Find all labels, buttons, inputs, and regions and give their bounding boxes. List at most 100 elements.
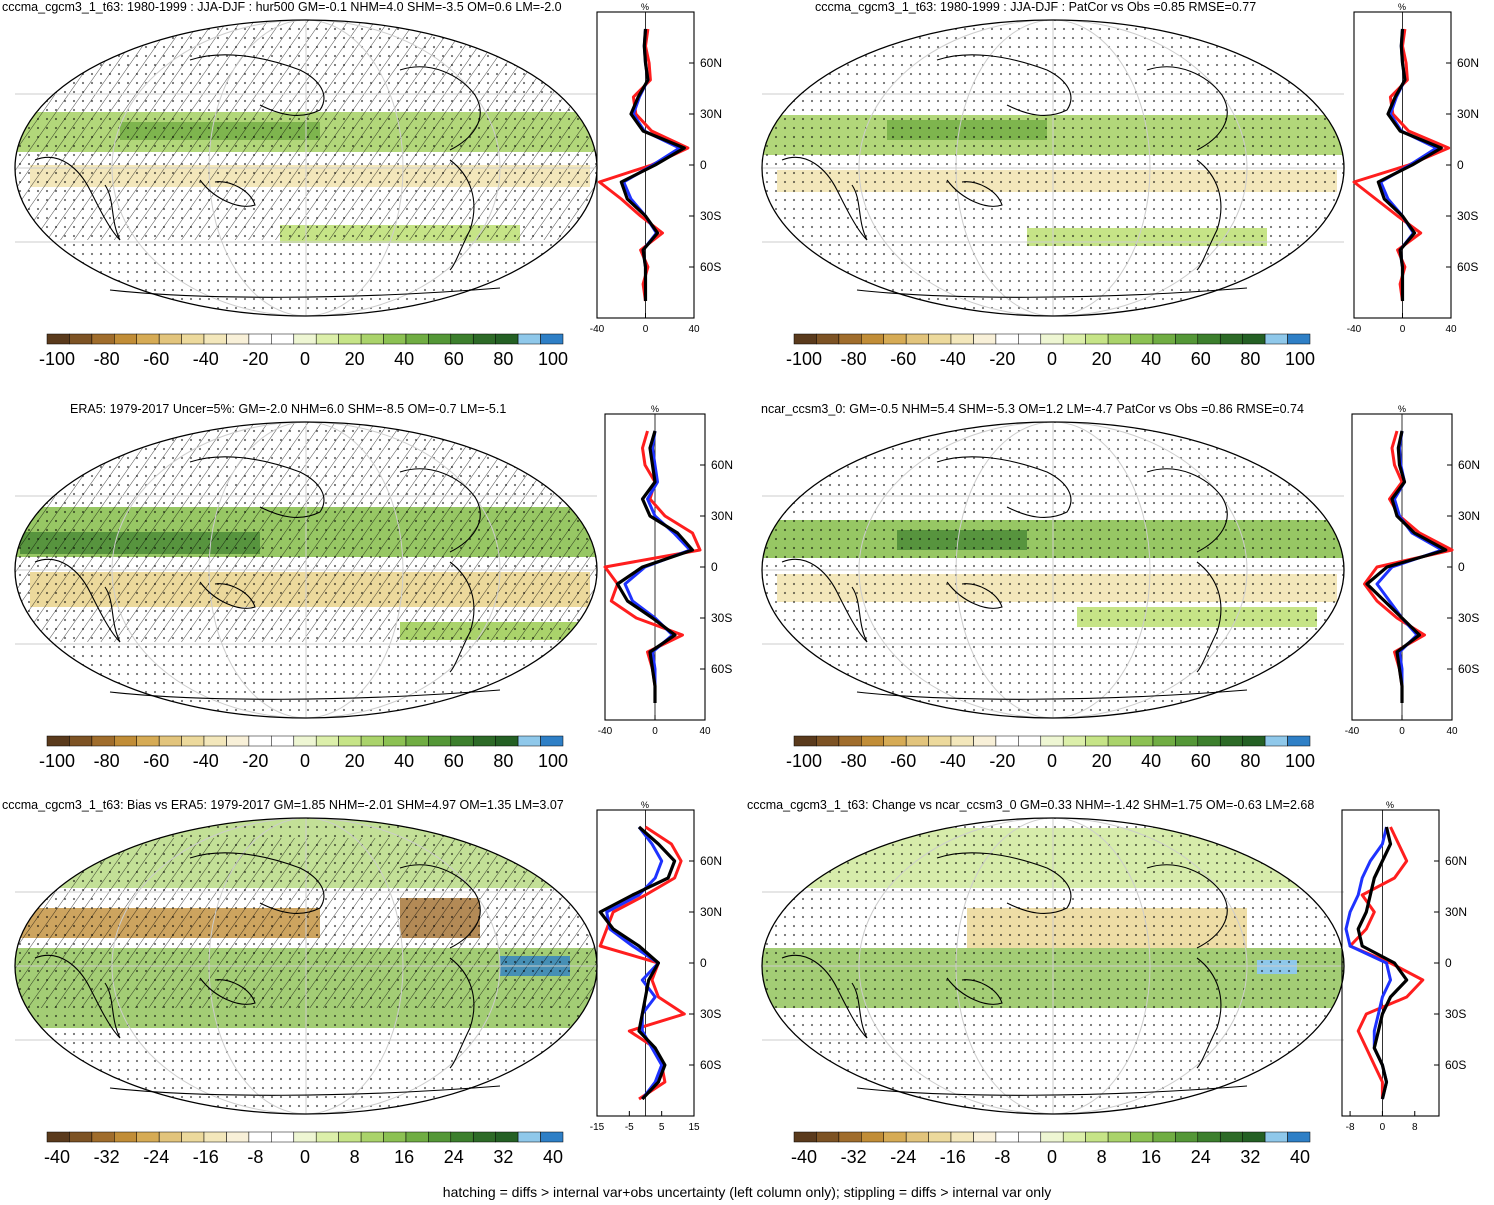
colorbar-box	[158, 735, 182, 747]
colorbar-tick-label: -20	[242, 751, 268, 771]
zonal-lat-label: 0	[1457, 158, 1464, 172]
colorbar-box	[1152, 333, 1176, 345]
panel-graphics: -100 -80 -60 -40 -20 0 20 40 60 80 100 % 60N 30N 0 30…	[761, 404, 1480, 771]
colorbar-tick-label: 80	[1240, 349, 1260, 369]
map-panel-4: ncar_ccsm3_0: GM=-0.5 NHM=5.4 SHM=-5.3 O…	[747, 402, 1494, 804]
colorbar-tick-label: -40	[44, 1147, 70, 1167]
colorbar-tick-label: -24	[890, 1147, 916, 1167]
panel-graphics: -100 -80 -60 -40 -20 0 20 40 60 80 100 % 60N 30N 0 30…	[761, 2, 1479, 369]
colorbar-tick-label: -40	[940, 349, 966, 369]
colorbar-box	[46, 333, 70, 345]
panel-title: cccma_cgcm3_1_t63: 1980-1999 : JJA-DJF :…	[2, 0, 562, 14]
colorbar-tick-label: 8	[350, 1147, 360, 1167]
zonal-unit-label: %	[651, 404, 659, 414]
panel-graphics: -40 -32 -24 -16 -8 0 8 16 24 32 40 % 60N 30N 0 30S 60S…	[14, 800, 722, 1167]
colorbar-tick-label: 16	[1141, 1147, 1161, 1167]
colorbar-box	[1197, 735, 1221, 747]
zonal-line-model	[1376, 28, 1443, 301]
zonal-lat-label: 30S	[1457, 209, 1478, 223]
colorbar-tick-label: -40	[193, 751, 219, 771]
colorbar-box	[861, 735, 884, 747]
zonal-lat-label: 30N	[711, 509, 733, 523]
map-panel-6: cccma_cgcm3_1_t63: Change vs ncar_ccsm3_…	[747, 798, 1494, 1200]
zonal-lat-label: 60S	[1457, 260, 1478, 274]
colorbar-box	[838, 333, 862, 345]
colorbar-tick-label: 16	[394, 1147, 414, 1167]
zonal-lat-label: 60S	[700, 260, 721, 274]
zonal-lat-label: 30N	[700, 905, 722, 919]
colorbar-box	[114, 735, 137, 747]
colorbar-box	[517, 1131, 541, 1143]
coastlines	[781, 54, 1248, 298]
colorbar-box	[1242, 1131, 1266, 1143]
zonal-line-obs	[603, 430, 702, 703]
zonal-lat-label: 30N	[700, 107, 722, 121]
zonal-x-tick-label: 0	[1380, 1122, 1386, 1133]
colorbar-boxes	[46, 333, 564, 345]
colorbar-tick-label: 60	[1191, 349, 1211, 369]
zonal-x-ticks: -40 0 40	[598, 715, 711, 737]
colorbar-box	[181, 735, 205, 747]
zonal-line-alt	[1344, 826, 1392, 1100]
zonal-mean-lines	[597, 12, 690, 318]
colorbar-box	[928, 735, 952, 747]
zonal-x-tick-label: 40	[1446, 726, 1458, 737]
colorbar-box	[1287, 1131, 1311, 1143]
zonal-x-tick-label: 8	[1412, 1122, 1418, 1133]
zonal-x-tick-label: 5	[659, 1122, 665, 1133]
zonal-x-tick-label: 0	[1400, 324, 1406, 335]
colorbar-box	[1085, 333, 1109, 345]
footer-note: hatching = diffs > internal var+obs unce…	[442, 1184, 1052, 1200]
colorbar-box	[793, 735, 817, 747]
map-panel-1: cccma_cgcm3_1_t63: 1980-1999 : JJA-DJF :…	[0, 0, 747, 402]
zonal-unit-label: %	[1398, 2, 1406, 12]
colorbar-box	[1062, 1131, 1086, 1143]
colorbar-tick-label: -40	[193, 349, 219, 369]
colorbar-box	[181, 1131, 205, 1143]
world-map	[761, 817, 1345, 1115]
zonal-lat-label: 60N	[700, 854, 722, 868]
colorbar-box	[360, 735, 384, 747]
coastlines	[781, 852, 1248, 1096]
colorbar-tick-label: -20	[989, 751, 1015, 771]
colorbar-box	[315, 1131, 339, 1143]
colorbar-box	[995, 735, 1019, 747]
zonal-unit-label: %	[641, 2, 649, 12]
colorbar-box	[226, 1131, 250, 1143]
colorbar-box	[1242, 735, 1266, 747]
colorbar-tick-label: 100	[538, 751, 568, 771]
colorbar-tick-label: -20	[989, 349, 1015, 369]
zonal-x-tick-label: 40	[699, 726, 711, 737]
colorbar-labels: -100 -80 -60 -40 -20 0 20 40 60 80 100	[786, 751, 1315, 771]
colorbar-labels: -100 -80 -60 -40 -20 0 20 40 60 80 100	[39, 349, 568, 369]
colorbar: -100 -80 -60 -40 -20 0 20 40 60 80 100	[786, 735, 1315, 771]
colorbar-box	[226, 333, 250, 345]
colorbar-box	[1287, 333, 1311, 345]
colorbar-box	[158, 1131, 182, 1143]
colorbar-box	[1040, 333, 1064, 345]
zonal-unit-label: %	[1386, 800, 1394, 810]
map-outline	[761, 817, 1345, 1115]
zonal-lat-labels: 60N 30N 0 30S 60S	[689, 854, 722, 1072]
colorbar-box	[271, 1131, 294, 1143]
zonal-line-obs	[1363, 430, 1454, 703]
colorbar-tick-label: 0	[300, 751, 310, 771]
zonal-lat-label: 0	[700, 158, 707, 172]
zonal-x-tick-label: -40	[598, 726, 613, 737]
colorbar-box	[1130, 333, 1154, 345]
colorbar-box	[383, 1131, 407, 1143]
world-map	[14, 19, 598, 317]
zonal-x-tick-label: -40	[1345, 726, 1360, 737]
zonal-line-alt	[623, 430, 692, 703]
zonal-lat-label: 30S	[700, 1007, 721, 1021]
zonal-x-tick-label: -8	[1346, 1122, 1355, 1133]
zonal-unit-label: %	[1398, 404, 1406, 414]
colorbar-box	[495, 735, 519, 747]
colorbar-tick-label: 60	[1191, 751, 1211, 771]
colorbar-box	[46, 735, 70, 747]
colorbar-tick-label: -60	[143, 349, 169, 369]
zonal-lat-label: 60N	[700, 56, 722, 70]
zonal-lat-label: 60N	[1445, 854, 1467, 868]
colorbar-tick-label: 100	[538, 349, 568, 369]
map-outline	[761, 421, 1345, 719]
